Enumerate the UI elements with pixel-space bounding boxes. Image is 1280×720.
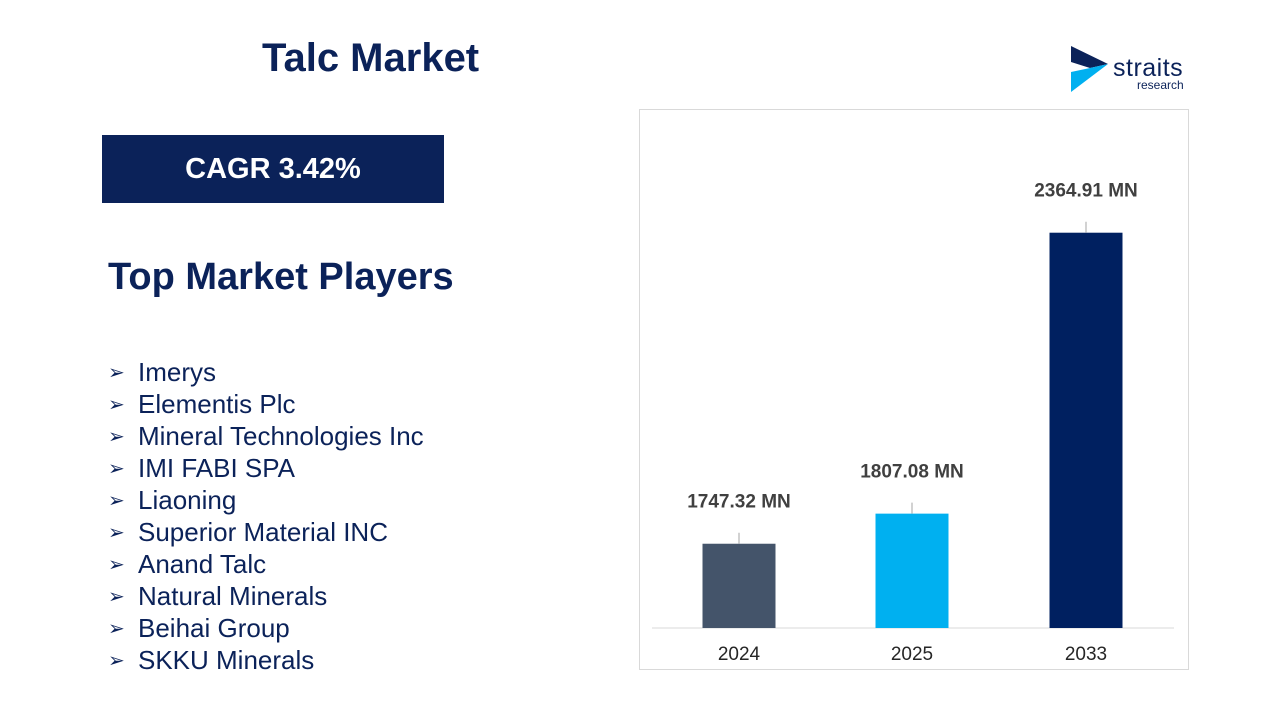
player-name: Natural Minerals (138, 580, 328, 611)
player-item: ➢ SKKU Minerals (108, 644, 424, 676)
player-name: Liaoning (138, 484, 237, 515)
bar-value-label: 1747.32 MN (687, 492, 791, 513)
straits-logo-icon (1071, 46, 1108, 92)
bar-chart: 1747.32 MN 2024 1807.08 MN 2025 2364.91 MN 20… (652, 181, 1174, 665)
player-item: ➢ Superior Material INC (108, 516, 424, 548)
player-item: ➢ Beihai Group (108, 612, 424, 644)
player-name: IMI FABI SPA (138, 452, 296, 483)
player-item: ➢ IMI FABI SPA (108, 452, 424, 484)
players-list: ➢ Imerys ➢ Elementis Plc ➢ Mineral Technologi… (108, 356, 424, 676)
players-heading: Top Market Players (108, 256, 454, 298)
x-tick-label: 2025 (891, 644, 933, 665)
player-item: ➢ Mineral Technologies Inc (108, 420, 424, 452)
arrow-bullet-icon: ➢ (108, 361, 125, 384)
player-name: Anand Talc (138, 548, 267, 579)
logo-subtitle: research (1137, 78, 1184, 92)
player-name: Superior Material INC (138, 516, 388, 547)
arrow-bullet-icon: ➢ (108, 617, 125, 640)
bar-2033 (1049, 232, 1123, 628)
arrow-bullet-icon: ➢ (108, 553, 125, 576)
cagr-label: CAGR 3.42% (185, 152, 361, 185)
arrow-bullet-icon: ➢ (108, 457, 125, 480)
player-item: ➢ Imerys (108, 356, 424, 388)
arrow-bullet-icon: ➢ (108, 649, 125, 672)
bar-value-label: 1807.08 MN (860, 462, 964, 483)
arrow-bullet-icon: ➢ (108, 425, 125, 448)
chart-panel: 1747.32 MN 2024 1807.08 MN 2025 2364.91 MN 20… (639, 109, 1189, 670)
x-tick-label: 2024 (718, 644, 761, 665)
logo-name: straits (1113, 54, 1184, 82)
bar-2024 (702, 543, 776, 628)
bar-value-label: 2364.91 MN (1034, 181, 1138, 202)
arrow-bullet-icon: ➢ (108, 585, 125, 608)
page-title: Talc Market (262, 36, 480, 80)
player-name: Elementis Plc (138, 388, 296, 419)
arrow-bullet-icon: ➢ (108, 521, 125, 544)
player-item: ➢ Anand Talc (108, 548, 424, 580)
bar-2025 (875, 513, 949, 628)
player-item: ➢ Natural Minerals (108, 580, 424, 612)
x-tick-label: 2033 (1065, 644, 1107, 665)
player-name: Beihai Group (138, 612, 290, 643)
player-name: Mineral Technologies Inc (138, 420, 424, 451)
player-name: Imerys (138, 356, 216, 387)
arrow-bullet-icon: ➢ (108, 393, 125, 416)
player-item: ➢ Elementis Plc (108, 388, 424, 420)
player-item: ➢ Liaoning (108, 484, 424, 516)
arrow-bullet-icon: ➢ (108, 489, 125, 512)
cagr-badge: CAGR 3.42% (102, 135, 444, 203)
player-name: SKKU Minerals (138, 644, 315, 675)
